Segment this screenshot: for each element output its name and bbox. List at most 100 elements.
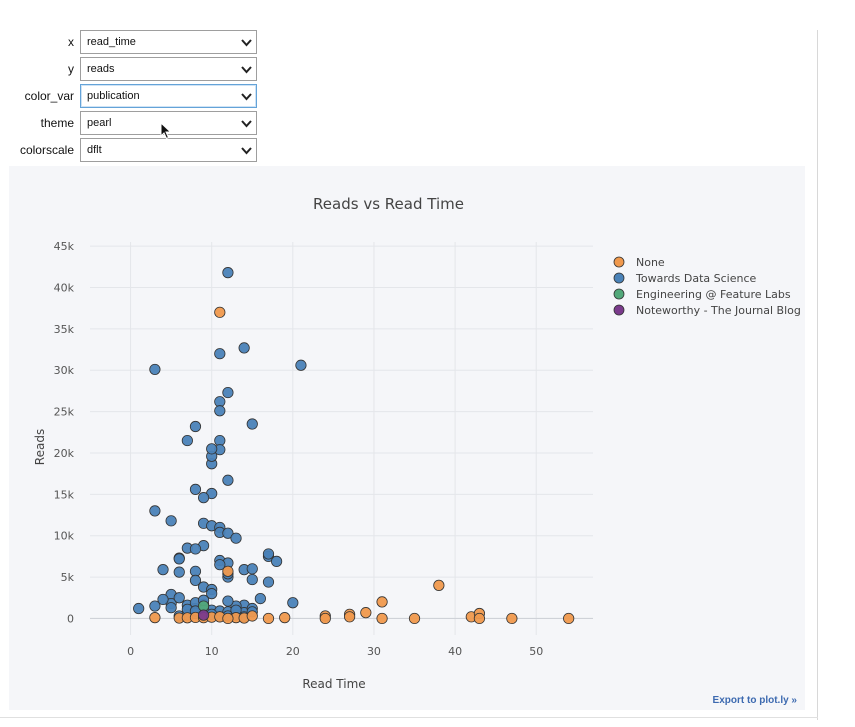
data-point-none: [473, 612, 486, 625]
chart-title: Reads vs Read Time: [313, 195, 464, 213]
data-point-towards-data-science: [181, 434, 193, 447]
x-label: x: [68, 35, 74, 49]
color-var-control: color_var publication: [0, 84, 260, 108]
data-point-towards-data-science: [222, 386, 234, 399]
legend-label: Engineering @ Feature Labs: [636, 288, 791, 301]
mouse-cursor-icon: [160, 122, 172, 140]
data-point-towards-data-science: [206, 588, 218, 600]
legend-marker: [613, 288, 625, 300]
data-point-towards-data-science: [246, 563, 258, 575]
x-tick-label: 20: [286, 645, 300, 658]
data-point-towards-data-science: [189, 483, 202, 495]
theme-control: theme pearl: [0, 111, 260, 135]
data-point-towards-data-science: [149, 363, 161, 376]
data-point-towards-data-science: [222, 527, 234, 539]
y-tick-label: 0: [67, 612, 74, 625]
chevron-down-icon: [241, 120, 252, 128]
y-tick-label: 15k: [54, 488, 75, 501]
x-select[interactable]: read_time: [80, 30, 257, 54]
data-point-noteworthy-the-journal-blog: [197, 609, 210, 621]
data-point-none: [433, 579, 445, 591]
export-to-plotly-link[interactable]: Export to plot.ly »: [712, 695, 797, 706]
colorscale-select[interactable]: dflt: [80, 138, 257, 162]
data-point-towards-data-science: [295, 359, 307, 371]
data-point-none: [360, 607, 372, 619]
scroll-divider: [817, 30, 818, 720]
x-tick-label: 0: [127, 645, 134, 658]
data-point-none: [149, 612, 161, 624]
y-tick-label: 35k: [54, 323, 75, 336]
plot-area: 0 10 20 30 40 50 0 5k 10k 15k 20k 25k 30k 35k 40k 45k Re…: [9, 166, 805, 710]
data-point-none: [214, 306, 226, 318]
x-select-value: read_time: [87, 36, 136, 48]
color-var-select[interactable]: publication: [80, 84, 257, 108]
data-point-towards-data-science: [222, 595, 234, 607]
data-point-none: [408, 612, 421, 625]
data-point-towards-data-science: [157, 593, 169, 606]
data-point-none: [222, 612, 234, 625]
data-point-towards-data-science: [157, 564, 169, 576]
data-point-towards-data-science: [222, 474, 234, 486]
y-control: y reads: [0, 57, 260, 81]
y-axis-label: Reads: [33, 429, 47, 465]
y-tick-label: 45k: [54, 240, 75, 253]
y-tick-label: 10k: [54, 530, 75, 543]
data-point-towards-data-science: [246, 418, 258, 430]
data-point-none: [246, 610, 258, 622]
data-point-towards-data-science: [197, 492, 210, 504]
legend-marker: [613, 272, 625, 284]
data-point-towards-data-science: [246, 573, 258, 586]
data-point-none: [279, 612, 291, 624]
data-point-towards-data-science: [189, 420, 202, 433]
chevron-down-icon: [241, 147, 252, 155]
data-point-towards-data-science: [222, 267, 234, 279]
x-tick-label: 30: [367, 645, 381, 658]
y-tick-label: 30k: [54, 364, 75, 377]
data-point-towards-data-science: [262, 576, 275, 588]
y-tick-label: 25k: [54, 406, 75, 419]
data-point-towards-data-science: [173, 553, 185, 565]
data-point-towards-data-science: [133, 602, 145, 615]
data-point-towards-data-science: [270, 555, 283, 567]
colorscale-control: colorscale dflt: [0, 138, 260, 162]
legend-marker: [613, 304, 625, 316]
data-point-towards-data-science: [230, 532, 242, 544]
data-point-towards-data-science: [214, 405, 226, 417]
chevron-down-icon: [241, 93, 252, 101]
data-point-none: [344, 611, 356, 623]
data-point-towards-data-science: [173, 592, 185, 604]
legend-label: Noteworthy - The Journal Blog: [636, 304, 801, 317]
data-point-towards-data-science: [287, 597, 299, 609]
data-point-towards-data-science: [165, 602, 177, 614]
data-point-towards-data-science: [254, 592, 266, 605]
theme-select-value: pearl: [87, 117, 112, 129]
theme-label: theme: [40, 116, 74, 130]
color-var-label: color_var: [24, 89, 74, 103]
x-control: x read_time: [0, 30, 260, 54]
y-select[interactable]: reads: [80, 57, 257, 81]
data-point-none: [222, 565, 234, 577]
data-point-towards-data-science: [149, 505, 161, 517]
color-var-select-value: publication: [87, 90, 140, 102]
data-point-none: [376, 596, 388, 608]
data-point-towards-data-science: [173, 566, 185, 578]
data-point-towards-data-science: [262, 548, 275, 560]
legend-marker: [613, 256, 625, 268]
y-select-value: reads: [87, 63, 115, 75]
data-point-none: [319, 612, 331, 625]
data-point-towards-data-science: [165, 515, 177, 527]
data-point-none: [376, 612, 388, 625]
data-point-towards-data-science: [214, 348, 226, 360]
data-point-none: [262, 612, 275, 625]
y-tick-label: 5k: [61, 571, 75, 584]
data-point-none: [506, 612, 518, 625]
y-tick-label: 40k: [54, 282, 75, 295]
chevron-down-icon: [241, 66, 252, 74]
legend-label: None: [636, 256, 665, 269]
data-point-towards-data-science: [238, 342, 250, 354]
colorscale-label: colorscale: [19, 143, 74, 157]
bottom-divider: [0, 717, 818, 718]
x-axis-label: Read Time: [302, 677, 365, 691]
scatter-chart: 0 10 20 30 40 50 0 5k 10k 15k 20k 25k 30k 35k 40k 45k Re…: [33, 195, 801, 691]
data-point-towards-data-science: [149, 600, 161, 612]
